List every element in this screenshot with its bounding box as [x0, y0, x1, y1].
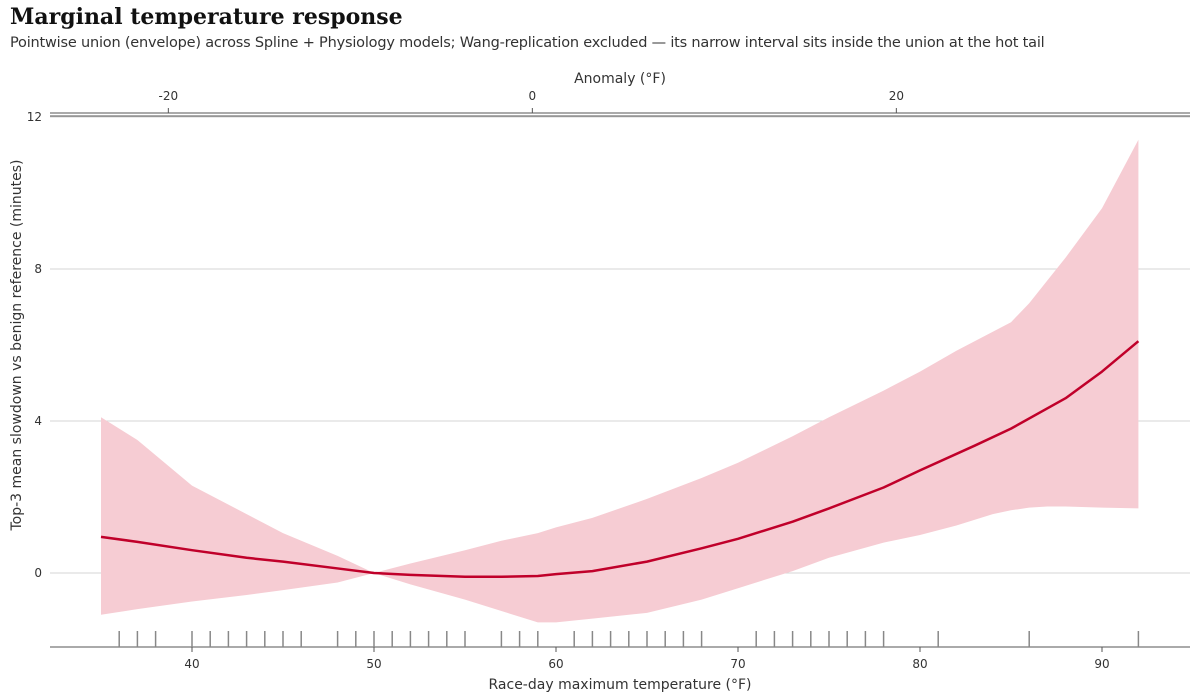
x-tick-label: 80	[912, 657, 927, 671]
x-tick-label: 70	[730, 657, 745, 671]
y-tick-label: 12	[27, 110, 42, 124]
chart-title: Marginal temperature response	[10, 4, 403, 30]
secondary-x-tick-label: 20	[889, 89, 904, 103]
x-tick-label: 90	[1094, 657, 1109, 671]
x-tick-label: 40	[184, 657, 199, 671]
secondary-x-tick-label: 0	[529, 89, 537, 103]
y-tick-label: 0	[34, 566, 42, 580]
y-axis-label: Top-3 mean slowdown vs benign reference …	[9, 159, 25, 531]
y-tick-label: 4	[34, 414, 42, 428]
x-tick-label: 50	[366, 657, 381, 671]
confidence-envelope	[101, 139, 1139, 623]
secondary-x-axis-label: Anomaly (°F)	[574, 71, 666, 87]
y-tick-label: 8	[34, 262, 42, 276]
chart-subtitle: Pointwise union (envelope) across Spline…	[10, 35, 1045, 51]
secondary-x-tick-label: -20	[159, 89, 179, 103]
mean-response-line	[100, 340, 1140, 579]
x-axis-label: Race-day maximum temperature (°F)	[489, 677, 752, 693]
x-tick-label: 60	[548, 657, 563, 671]
